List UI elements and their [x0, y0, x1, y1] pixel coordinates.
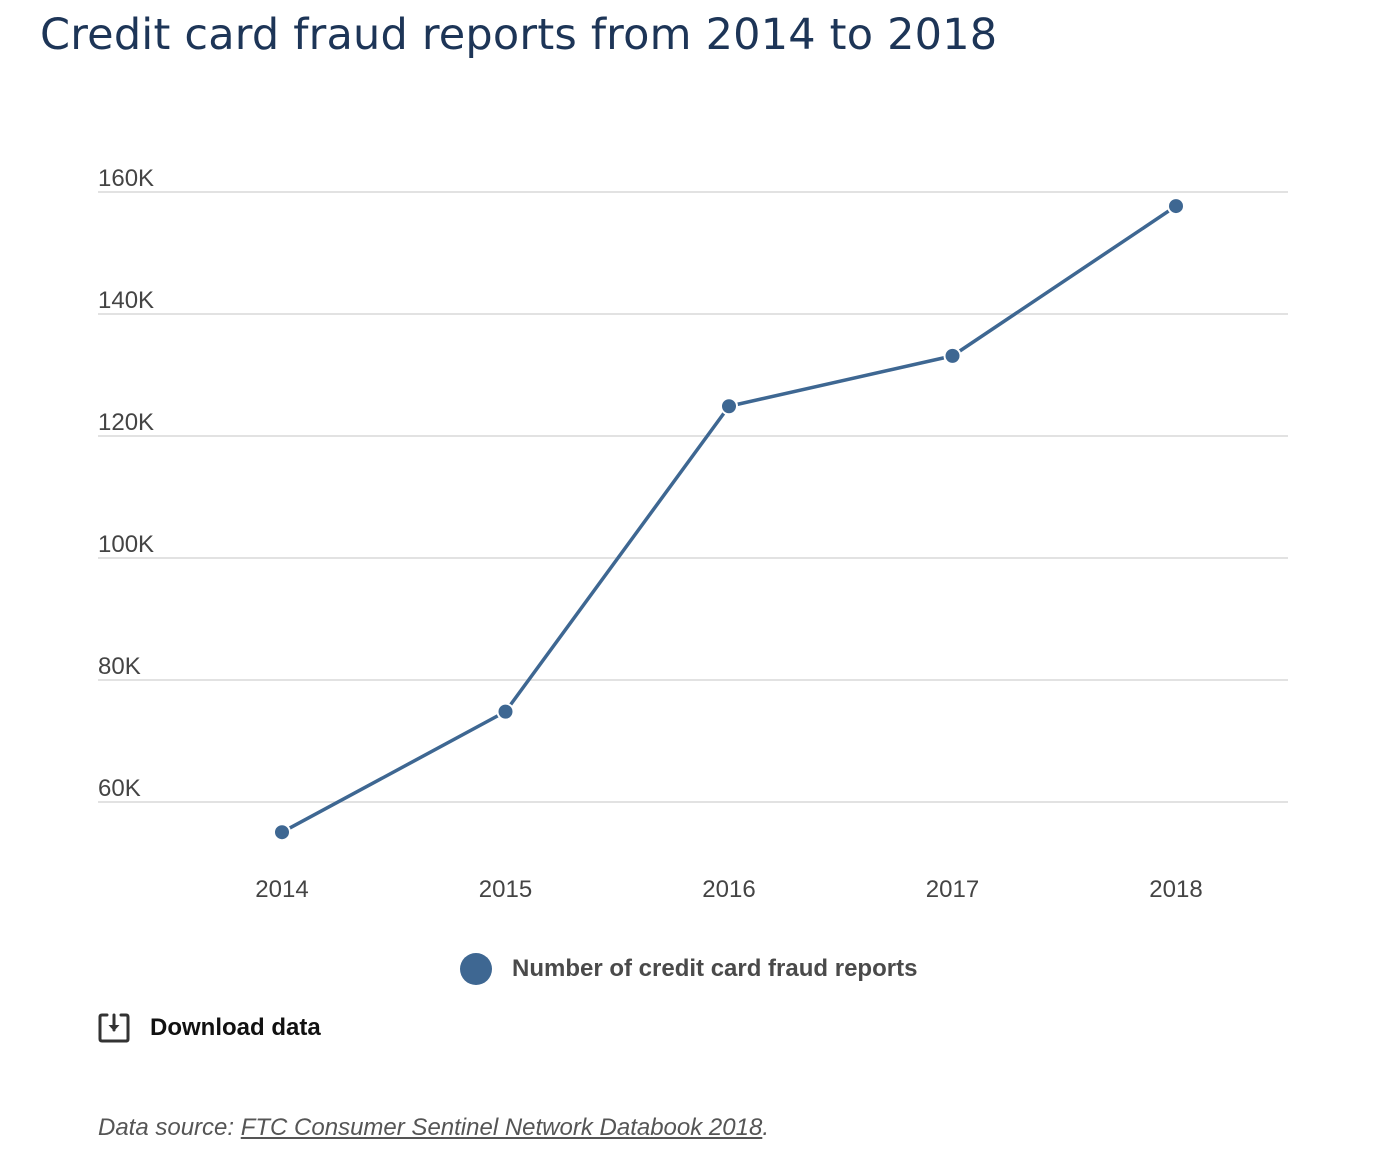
legend-label: Number of credit card fraud reports [512, 955, 918, 982]
legend: Number of credit card fraud reports [460, 953, 917, 985]
source-link[interactable]: FTC Consumer Sentinel Network Databook 2… [240, 1114, 763, 1141]
data-point [720, 397, 738, 416]
chart-title: Credit card fraud reports from 2014 to 2… [40, 10, 998, 60]
x-axis-tick-labels: 2014 2015 2016 2017 2018 [255, 876, 1202, 903]
y-tick-label: 80K [98, 653, 141, 680]
x-tick-label: 2016 [702, 876, 755, 903]
source-prefix: Data source: [98, 1114, 241, 1141]
x-tick-label: 2015 [479, 876, 532, 903]
data-point [943, 346, 962, 365]
data-source: Data source: FTC Consumer Sentinel Netwo… [98, 1114, 769, 1142]
series-line [280, 204, 1178, 834]
y-tick-label: 100K [98, 531, 154, 558]
source-suffix: . [762, 1114, 769, 1141]
data-point [273, 823, 291, 842]
gridlines [98, 191, 1288, 803]
x-tick-label: 2014 [255, 876, 308, 903]
legend-swatch [460, 953, 492, 985]
y-tick-label: 120K [98, 409, 154, 436]
data-series [273, 197, 1185, 842]
y-tick-label: 60K [98, 775, 141, 802]
data-point [1167, 197, 1185, 216]
download-data-label: Download data [150, 1014, 321, 1041]
y-tick-label: 140K [98, 287, 154, 314]
download-data-button[interactable]: Download data [98, 1012, 321, 1044]
download-icon [98, 1013, 130, 1043]
y-axis-tick-labels: 60K 80K 100K 120K 140K 160K [98, 165, 154, 802]
y-tick-label: 160K [98, 165, 154, 192]
data-point [496, 702, 515, 721]
x-tick-label: 2018 [1149, 876, 1202, 903]
x-tick-label: 2017 [926, 876, 979, 903]
